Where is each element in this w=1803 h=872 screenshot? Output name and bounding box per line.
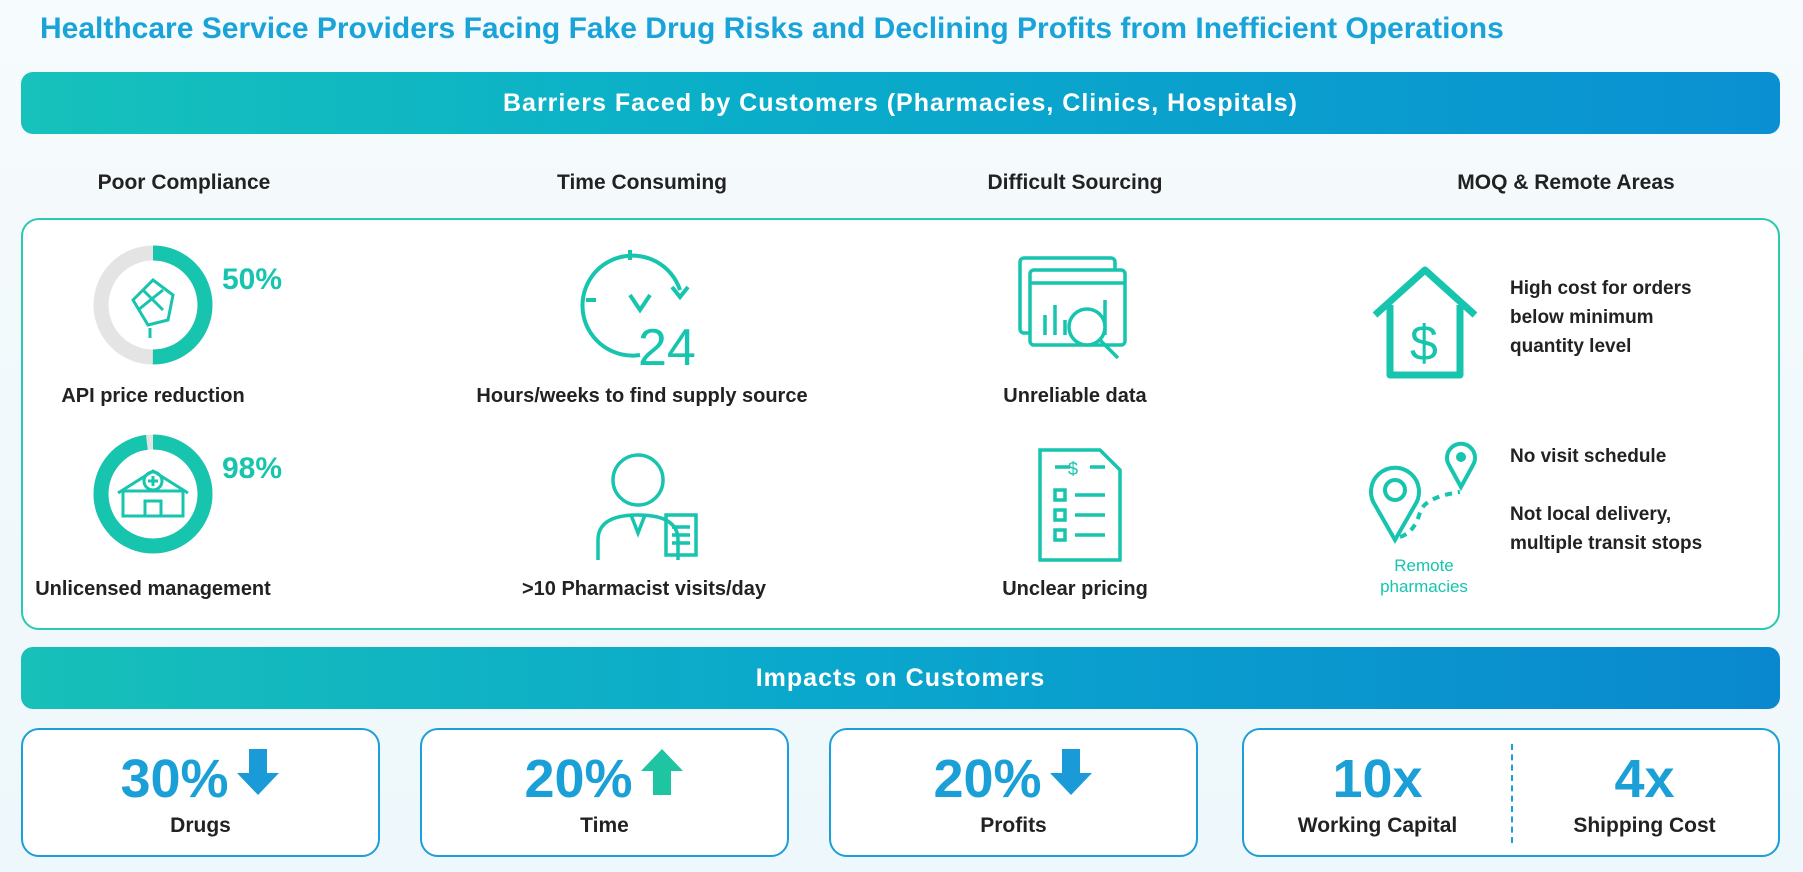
delivery-line: Not local delivery, — [1510, 504, 1672, 525]
impacts-banner: Impacts on Customers — [21, 647, 1780, 709]
delivery-text: Not local delivery, multiple transit sto… — [1510, 500, 1702, 558]
donut-api-price — [93, 245, 213, 365]
impact-label: Working Capital — [1297, 813, 1458, 837]
divider — [1511, 744, 1513, 843]
clinic-icon — [117, 469, 189, 518]
label-unlicensed: Unlicensed management — [35, 578, 271, 600]
svg-text:$: $ — [1410, 315, 1438, 371]
remote-pharmacies-caption: Remote pharmacies — [1380, 555, 1468, 597]
caption-line: pharmacies — [1380, 577, 1468, 596]
arrow-up-icon — [639, 747, 685, 810]
impact-value: 10x — [1332, 748, 1423, 809]
impact-label: Time — [580, 814, 629, 837]
column-header-moq: MOQ & Remote Areas — [1457, 171, 1675, 194]
impact-card-time: 20% Time — [420, 728, 789, 857]
donut-unlicensed — [93, 434, 213, 554]
barriers-banner: Barriers Faced by Customers (Pharmacies,… — [21, 72, 1780, 134]
delivery-line: multiple transit stops — [1510, 533, 1703, 554]
moq-line: below minimum — [1510, 307, 1654, 328]
impact-value: 20% — [524, 748, 633, 809]
barriers-panel — [21, 218, 1780, 630]
impact-card-profits: 20% Profits — [829, 728, 1198, 857]
column-header-compliance: Poor Compliance — [97, 171, 271, 194]
impact-label: Shipping Cost — [1573, 813, 1716, 837]
label-unclear-pricing: Unclear pricing — [1002, 578, 1148, 600]
percent-unlicensed: 98% — [222, 452, 283, 485]
column-header-time: Time Consuming — [557, 171, 727, 194]
impact-value: 20% — [933, 748, 1042, 809]
svg-text:24: 24 — [638, 319, 696, 375]
map-pins-icon — [1369, 441, 1477, 545]
label-api-price: API price reduction — [61, 385, 245, 407]
column-header-sourcing: Difficult Sourcing — [987, 171, 1163, 194]
label-unreliable-data: Unreliable data — [1003, 385, 1147, 407]
arrow-down-icon — [1048, 747, 1094, 810]
house-dollar-icon: $ — [1372, 266, 1478, 379]
impact-card-drugs: 30% Drugs — [21, 728, 380, 857]
percent-api: 50% — [222, 263, 283, 296]
label-supply-source: Hours/weeks to find supply source — [476, 385, 808, 407]
page-title: Healthcare Service Providers Facing Fake… — [40, 12, 1504, 45]
impact-card-capital-shipping: 10x Working Capital 4x Shipping Cost — [1242, 728, 1780, 857]
pills-icon — [131, 278, 175, 338]
impact-value: 4x — [1614, 748, 1675, 809]
impact-label: Drugs — [170, 814, 231, 837]
data-search-icon — [1018, 256, 1127, 360]
moq-text: High cost for orders below minimum quant… — [1510, 274, 1692, 361]
moq-line: High cost for orders — [1510, 278, 1692, 299]
clock-24-icon: 24 — [580, 250, 696, 375]
svg-text:$: $ — [1068, 459, 1078, 479]
label-pharmacist-visits: >10 Pharmacist visits/day — [521, 578, 767, 600]
impact-value: 30% — [120, 748, 229, 809]
pharmacist-icon — [596, 453, 698, 560]
caption-line: Remote — [1394, 556, 1454, 575]
no-visit-text: No visit schedule — [1510, 446, 1667, 467]
arrow-down-icon — [235, 747, 281, 810]
moq-line: quantity level — [1510, 336, 1632, 357]
impact-label: Profits — [980, 814, 1047, 837]
price-list-icon: $ — [1038, 448, 1122, 562]
